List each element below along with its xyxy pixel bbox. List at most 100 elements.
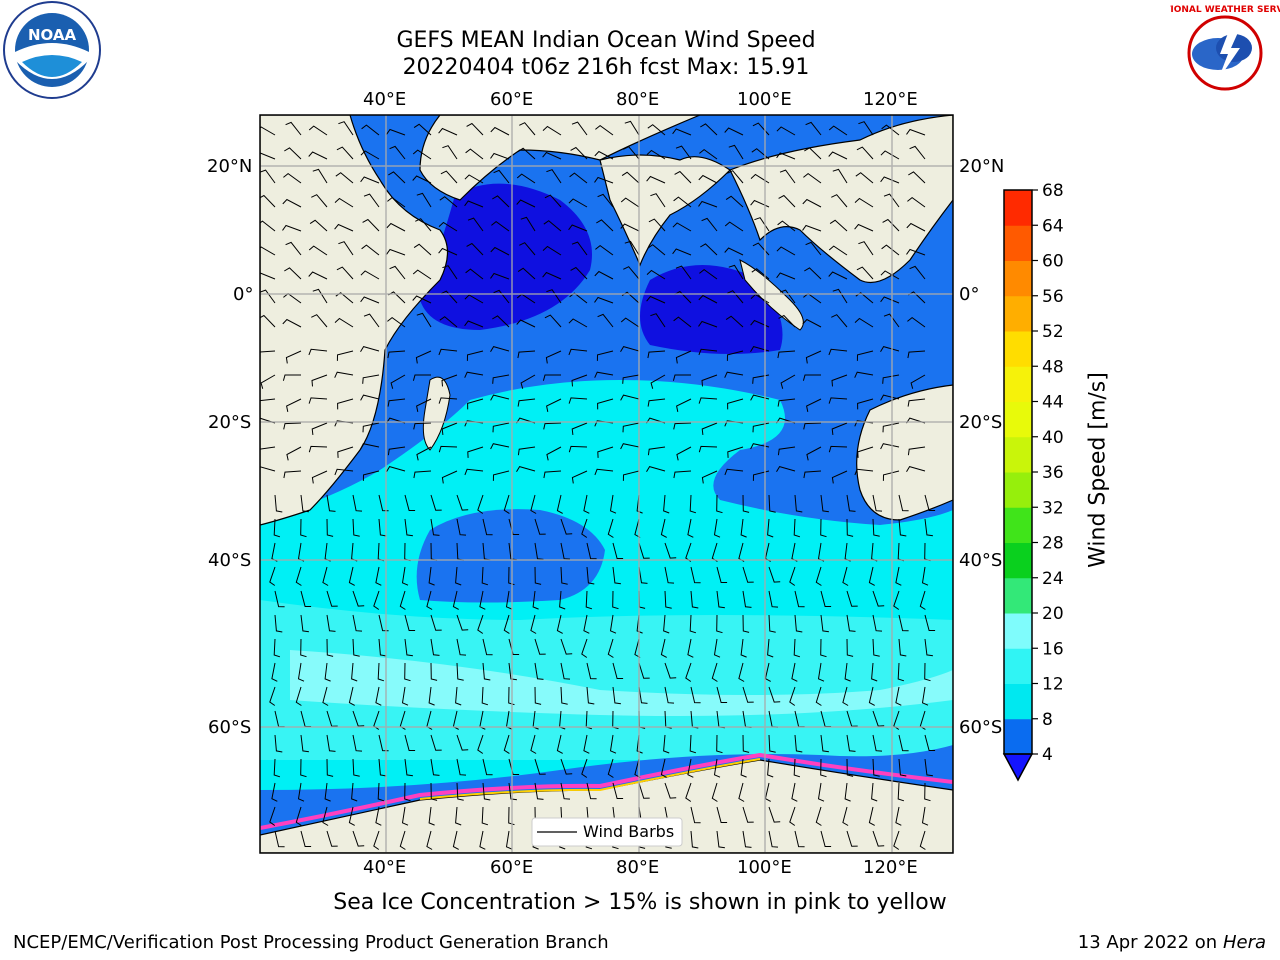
wind-barb	[701, 422, 718, 435]
wind-barb	[672, 128, 692, 136]
wind-barb	[388, 171, 406, 184]
wind-barb	[413, 243, 432, 256]
wind-barb	[647, 446, 666, 456]
wind-barb	[416, 192, 432, 208]
wind-barb	[872, 758, 880, 777]
wind-barb	[660, 758, 667, 778]
wind-barb	[311, 470, 328, 484]
wind-barb	[687, 638, 694, 658]
wind-barb	[791, 662, 798, 682]
wind-barb	[742, 830, 752, 848]
wind-barb	[517, 267, 536, 280]
wind-barb	[352, 830, 365, 847]
wind-barb	[568, 397, 588, 404]
wind-barb	[624, 240, 640, 256]
wind-barb	[872, 590, 885, 607]
wind-barb	[612, 782, 624, 799]
wind-barb	[921, 806, 929, 826]
wind-barb	[508, 662, 517, 681]
wind-barb	[700, 243, 718, 256]
wind-barb	[334, 223, 354, 232]
wind-barb	[727, 446, 744, 458]
wind-barb	[725, 315, 744, 328]
wind-barb	[534, 758, 546, 775]
wind-barb	[464, 294, 484, 304]
wind-barb	[776, 466, 796, 472]
wind-barb	[646, 466, 666, 472]
wind-barb	[260, 169, 276, 184]
wind-barb	[594, 150, 614, 160]
wind-barb	[924, 662, 931, 682]
wind-barb	[750, 199, 770, 208]
wind-barb	[780, 374, 796, 389]
wind-barb	[493, 289, 510, 304]
wind-barb	[803, 470, 822, 479]
wind-barb	[895, 686, 902, 706]
wind-barb	[430, 758, 440, 776]
wind-barb	[481, 686, 489, 706]
wind-barb	[516, 199, 536, 208]
wind-barb	[335, 172, 354, 184]
wind-barb	[546, 446, 562, 461]
wind-barb	[880, 296, 900, 304]
colorbar-segment	[1004, 648, 1032, 684]
wind-barb	[326, 734, 336, 752]
wind-barb	[676, 446, 692, 461]
wind-barb	[260, 289, 276, 304]
wind-barb	[622, 470, 640, 481]
land-india	[599, 154, 731, 267]
wind-barb	[842, 806, 849, 826]
wind-barb	[286, 398, 302, 412]
wind-barb	[415, 218, 432, 232]
wind-barb	[390, 374, 406, 389]
wind-barb	[338, 121, 354, 136]
wind-barb	[534, 638, 546, 655]
wind-barb	[868, 566, 875, 586]
svg-text:NATIONAL WEATHER SERVICE: NATIONAL WEATHER SERVICE	[1170, 5, 1280, 15]
wind-barb	[508, 638, 520, 655]
wind-barb	[490, 443, 510, 450]
wind-barb	[260, 398, 276, 402]
wind-barb	[300, 734, 309, 753]
lat-tick-right-20s: 20°S	[959, 412, 1003, 433]
wind-barb	[583, 494, 590, 514]
wind-barb	[624, 120, 640, 136]
wind-barb	[831, 194, 848, 208]
sea-ice-edge	[260, 752, 953, 830]
wind-barb	[560, 542, 571, 560]
wind-barb	[586, 662, 597, 680]
wind-barb	[404, 662, 411, 682]
wind-barb	[924, 734, 936, 751]
wind-barb	[711, 782, 718, 802]
wind-barb	[556, 614, 563, 634]
gridlines	[260, 115, 953, 853]
wind-barb	[492, 374, 510, 384]
wind-barb	[464, 174, 484, 184]
wind-barb	[716, 806, 728, 823]
wind-barb	[690, 566, 701, 584]
wind-barb	[308, 245, 328, 256]
wind-barb	[456, 734, 469, 751]
wind-barb	[804, 267, 822, 280]
wind-barb	[274, 734, 283, 753]
wind-barb	[581, 758, 588, 778]
colorbar-segment	[1004, 366, 1032, 402]
wind-barb	[882, 422, 900, 433]
wind-barb	[620, 443, 640, 450]
colorbar-tick-label: 68	[1042, 181, 1064, 201]
wind-barb	[872, 614, 883, 632]
wind-barb	[638, 686, 648, 704]
wind-barb	[585, 590, 593, 610]
wind-barb	[442, 145, 458, 160]
wind-barb	[399, 830, 406, 850]
wind-barb	[362, 422, 380, 433]
low-wind-region-east-equatorial	[640, 265, 783, 354]
wind-barb	[768, 590, 779, 608]
colorbar-tick-label: 48	[1042, 357, 1064, 377]
wind-barb	[401, 806, 409, 826]
colorbar-tick-label: 32	[1042, 498, 1064, 518]
wind-barb	[348, 686, 355, 706]
wind-barb	[767, 518, 774, 538]
wind-barb	[490, 152, 510, 160]
wind-barb	[455, 806, 462, 826]
